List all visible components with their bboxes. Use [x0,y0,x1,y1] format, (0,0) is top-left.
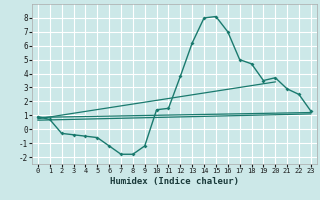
X-axis label: Humidex (Indice chaleur): Humidex (Indice chaleur) [110,177,239,186]
